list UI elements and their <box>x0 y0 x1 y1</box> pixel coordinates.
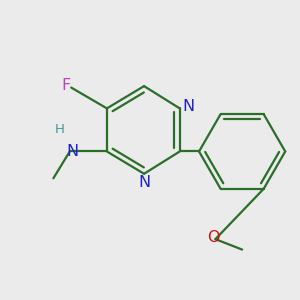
Text: N: N <box>67 144 79 159</box>
Text: H: H <box>54 123 64 136</box>
Text: O: O <box>207 230 219 245</box>
Text: N: N <box>138 175 150 190</box>
Text: N: N <box>183 99 195 114</box>
Text: F: F <box>61 78 70 93</box>
